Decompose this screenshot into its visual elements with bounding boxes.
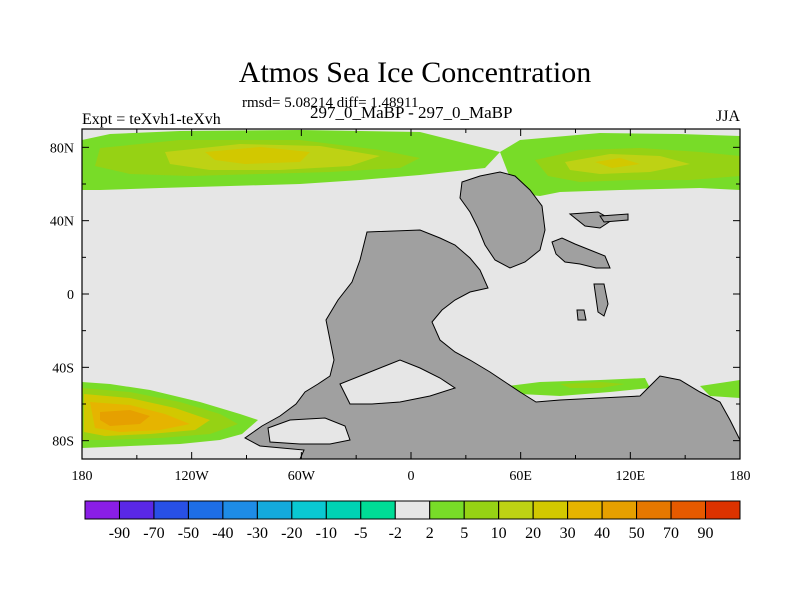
colorbar-swatch <box>360 500 396 520</box>
colorbar: -90 -70 -50 -40 -30 -20 -10 -5 -2 2 5 10 20 30 40 50 70 9… <box>84 500 741 542</box>
colorbar-swatch <box>291 500 327 520</box>
southern-sw-level-40 <box>100 410 150 426</box>
stats-text: rmsd= 5.08214 diff= 1.48911 <box>242 95 419 111</box>
colorbar-label: -2 <box>389 525 402 542</box>
colorbar-swatch <box>84 500 120 520</box>
y-tick-label: 40S <box>52 361 74 376</box>
colorbar-swatch <box>429 500 465 520</box>
colorbar-swatch <box>325 500 362 520</box>
season-label: JJA <box>715 108 740 125</box>
colorbar-swatch <box>532 500 569 520</box>
x-tick-label: 60W <box>288 469 316 484</box>
colorbar-swatch <box>670 500 707 520</box>
colorbar-label: -40 <box>212 525 233 542</box>
colorbar-swatch <box>498 500 534 520</box>
europe-island-1 <box>551 237 611 269</box>
land-mask <box>244 171 740 459</box>
greenland-landmass <box>459 171 546 269</box>
colorbar-swatch <box>567 500 603 520</box>
colorbar-label: 20 <box>525 525 541 542</box>
x-tick-label: 60E <box>509 469 532 484</box>
colorbar-label: -20 <box>281 525 302 542</box>
colorbar-swatch <box>394 500 431 520</box>
colorbar-label: 70 <box>663 525 679 542</box>
arctic-west-level-30 <box>205 147 310 164</box>
colorbar-swatch <box>636 500 672 520</box>
y-tick-label: 0 <box>67 288 74 303</box>
asia-island-5 <box>576 309 587 321</box>
x-tick-label: 120E <box>616 469 646 484</box>
colorbar-swatch <box>187 500 224 520</box>
southern-east-level-10 <box>560 382 625 388</box>
x-tick-label: 0 <box>408 469 415 484</box>
colorbar-swatch <box>222 500 258 520</box>
arctic-east-level-30 <box>595 158 640 168</box>
asia-island-4 <box>593 283 609 317</box>
y-tick-label: 80S <box>52 435 74 450</box>
colorbar-swatch <box>118 500 155 520</box>
colorbar-label: 40 <box>594 525 610 542</box>
colorbar-label: 5 <box>460 525 468 542</box>
colorbar-label: -5 <box>354 525 367 542</box>
southern-far-east-ice-field <box>700 380 740 398</box>
colorbar-swatch <box>463 500 500 520</box>
colorbar-label: 10 <box>491 525 507 542</box>
chart-title: Atmos Sea Ice Concentration <box>238 56 592 89</box>
weddell-pocket <box>267 417 351 445</box>
y-tick-label: 40N <box>50 215 74 230</box>
colorbar-label: 90 <box>698 525 714 542</box>
period-label: 297_0_MaBP - 297_0_MaBP <box>310 103 513 122</box>
colorbar-label: -70 <box>143 525 164 542</box>
colorbar-label: -30 <box>247 525 268 542</box>
axes-layer: 180 120W 60W 0 60E 120E 180 80N 40N 0 40S 80S <box>50 129 751 484</box>
colorbar-label: 30 <box>560 525 576 542</box>
south-atlantic-pocket <box>339 359 457 405</box>
y-tick-label: 80N <box>50 141 74 156</box>
colorbar-swatch <box>705 500 741 520</box>
colorbar-label: -90 <box>109 525 130 542</box>
colorbar-label: 2 <box>426 525 434 542</box>
colorbar-label: -10 <box>316 525 337 542</box>
colorbar-label: 50 <box>629 525 645 542</box>
experiment-label: Expt = teXvh1-teXvh <box>82 111 221 128</box>
x-tick-label: 120W <box>175 469 210 484</box>
asia-island-3 <box>599 213 629 223</box>
x-tick-label: 180 <box>730 469 751 484</box>
colorbar-label: -50 <box>178 525 199 542</box>
colorbar-swatch <box>256 500 293 520</box>
x-tick-label: 180 <box>72 469 93 484</box>
colorbar-swatch <box>153 500 189 520</box>
colorbar-swatch <box>601 500 638 520</box>
